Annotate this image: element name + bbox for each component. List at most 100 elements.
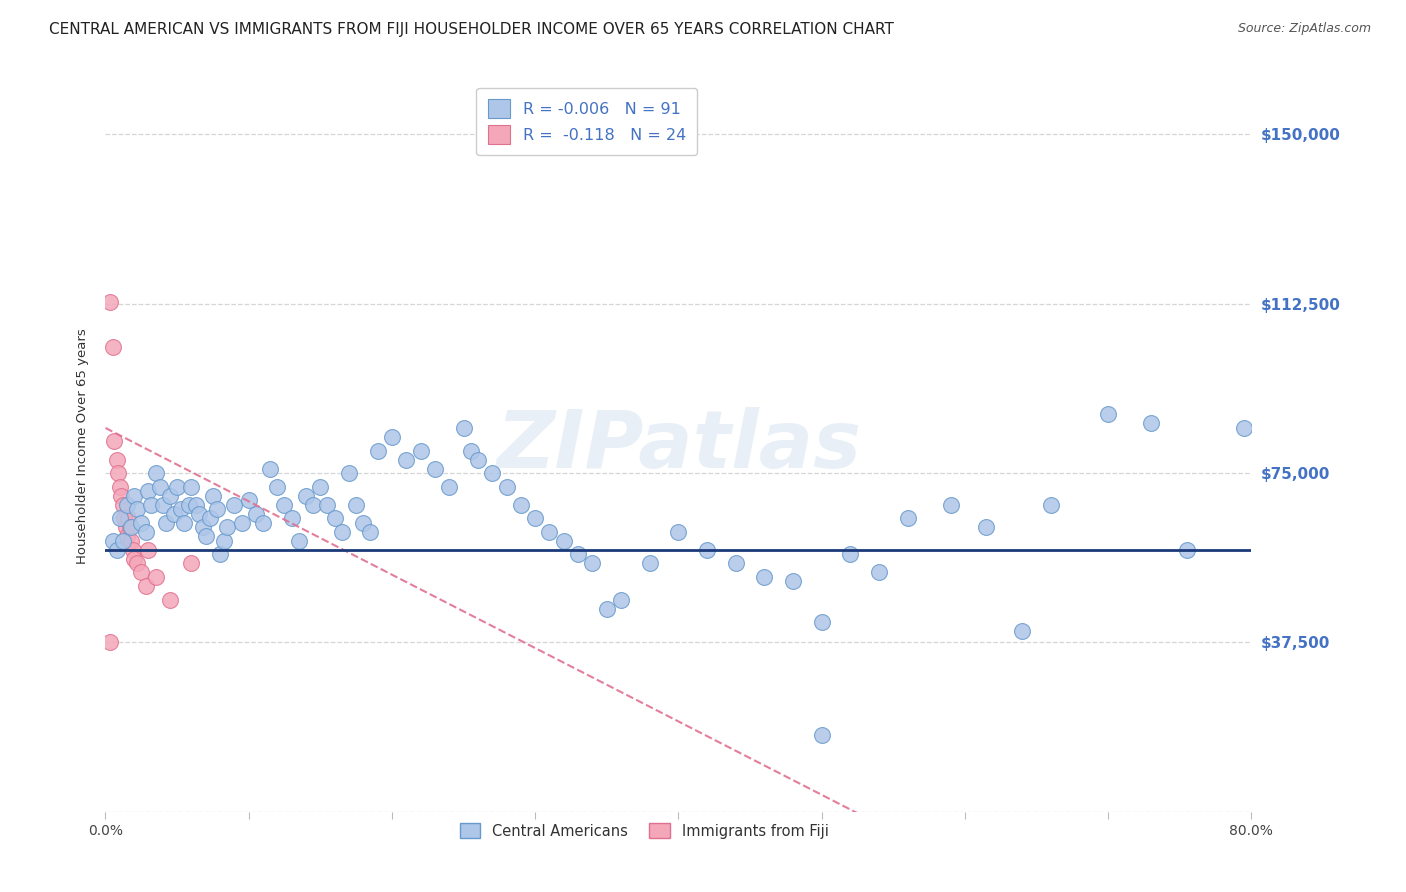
Point xyxy=(939,498,962,512)
Point xyxy=(98,294,121,309)
Point xyxy=(173,516,195,530)
Point xyxy=(323,511,346,525)
Point xyxy=(273,498,295,512)
Point xyxy=(198,511,221,525)
Text: ZIPatlas: ZIPatlas xyxy=(496,407,860,485)
Point xyxy=(138,542,160,557)
Point xyxy=(567,547,589,561)
Point xyxy=(111,498,134,512)
Point xyxy=(897,511,920,525)
Legend: Central Americans, Immigrants from Fiji: Central Americans, Immigrants from Fiji xyxy=(454,818,834,845)
Point xyxy=(138,484,160,499)
Point xyxy=(437,480,460,494)
Point xyxy=(509,498,531,512)
Point xyxy=(1097,408,1119,422)
Point xyxy=(337,466,360,480)
Point xyxy=(122,552,145,566)
Point xyxy=(184,498,207,512)
Point xyxy=(810,728,832,742)
Point xyxy=(122,489,145,503)
Point xyxy=(180,480,202,494)
Point xyxy=(302,498,325,512)
Point xyxy=(976,520,998,534)
Point xyxy=(141,498,163,512)
Point xyxy=(120,533,142,548)
Point xyxy=(111,533,134,548)
Point xyxy=(1011,624,1033,639)
Y-axis label: Householder Income Over 65 years: Householder Income Over 65 years xyxy=(76,328,89,564)
Point xyxy=(1175,542,1198,557)
Point xyxy=(344,498,367,512)
Point xyxy=(107,466,129,480)
Point xyxy=(696,542,718,557)
Point xyxy=(538,524,561,539)
Point xyxy=(596,601,619,615)
Point xyxy=(114,520,136,534)
Point xyxy=(187,507,209,521)
Text: Source: ZipAtlas.com: Source: ZipAtlas.com xyxy=(1237,22,1371,36)
Point xyxy=(460,443,482,458)
Point xyxy=(155,516,177,530)
Point xyxy=(481,466,503,480)
Point xyxy=(553,533,575,548)
Point xyxy=(666,524,689,539)
Point xyxy=(231,516,253,530)
Point xyxy=(149,480,172,494)
Point xyxy=(105,452,128,467)
Point xyxy=(381,430,404,444)
Point xyxy=(316,498,339,512)
Point xyxy=(280,511,302,525)
Point xyxy=(191,520,214,534)
Point xyxy=(810,615,832,629)
Point xyxy=(252,516,274,530)
Point xyxy=(120,520,142,534)
Point xyxy=(135,524,157,539)
Point xyxy=(214,533,236,548)
Text: CENTRAL AMERICAN VS IMMIGRANTS FROM FIJI HOUSEHOLDER INCOME OVER 65 YEARS CORREL: CENTRAL AMERICAN VS IMMIGRANTS FROM FIJI… xyxy=(49,22,894,37)
Point xyxy=(1039,498,1062,512)
Point xyxy=(101,533,124,548)
Point xyxy=(145,570,167,584)
Point xyxy=(395,452,418,467)
Point xyxy=(352,516,374,530)
Point xyxy=(839,547,862,561)
Point xyxy=(245,507,267,521)
Point xyxy=(217,520,239,534)
Point xyxy=(208,547,231,561)
Point xyxy=(194,529,217,543)
Point xyxy=(112,511,135,525)
Point xyxy=(166,480,188,494)
Point xyxy=(266,480,288,494)
Point xyxy=(367,443,389,458)
Point xyxy=(224,498,246,512)
Point xyxy=(159,592,181,607)
Point xyxy=(101,340,124,354)
Point xyxy=(108,511,131,525)
Point xyxy=(105,542,128,557)
Point xyxy=(1233,421,1256,435)
Point xyxy=(117,511,139,525)
Point xyxy=(638,557,661,571)
Point xyxy=(330,524,353,539)
Point xyxy=(129,566,152,580)
Point xyxy=(163,507,186,521)
Point xyxy=(409,443,432,458)
Point xyxy=(581,557,603,571)
Point xyxy=(524,511,547,525)
Point xyxy=(159,489,181,503)
Point xyxy=(423,461,446,475)
Point xyxy=(121,542,143,557)
Point xyxy=(288,533,311,548)
Point xyxy=(108,480,131,494)
Point xyxy=(754,570,776,584)
Point xyxy=(453,421,475,435)
Point xyxy=(205,502,228,516)
Point xyxy=(125,557,148,571)
Point xyxy=(724,557,747,571)
Point xyxy=(467,452,489,467)
Point xyxy=(238,493,260,508)
Point xyxy=(110,489,132,503)
Point xyxy=(201,489,224,503)
Point xyxy=(115,529,138,543)
Point xyxy=(98,635,121,649)
